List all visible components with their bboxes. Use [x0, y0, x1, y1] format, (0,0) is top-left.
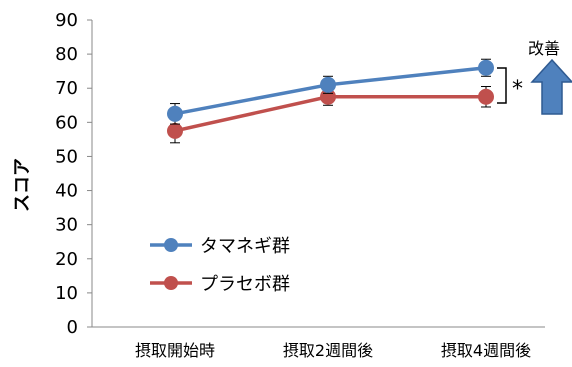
- series-group: [167, 58, 494, 144]
- y-tick-label: 50: [55, 146, 78, 167]
- x-category-labels: 摂取開始時 摂取2週間後 摂取4週間後: [135, 341, 531, 360]
- annotations: * 改善: [497, 39, 572, 115]
- legend-marker: [164, 276, 178, 290]
- y-tick-label: 70: [55, 78, 78, 99]
- data-point: [320, 76, 336, 93]
- significance-bracket: [497, 67, 507, 104]
- y-tick-label: 60: [55, 112, 78, 133]
- x-category-label: 摂取2週間後: [283, 341, 373, 360]
- legend-label: プラセボ群: [200, 274, 290, 295]
- y-tick-label: 20: [55, 249, 78, 270]
- data-point: [478, 88, 494, 105]
- significance-marker: *: [512, 77, 523, 102]
- x-category-label: 摂取開始時: [135, 341, 215, 360]
- y-tick-labels: 0 10 20 30 40 50 60 70 80 90: [55, 10, 78, 338]
- improvement-arrow-icon: [530, 58, 572, 115]
- legend-marker: [164, 238, 178, 252]
- y-tick-label: 40: [55, 181, 78, 202]
- data-point: [478, 59, 494, 76]
- y-tick-label: 10: [55, 283, 78, 304]
- y-tick-label: 80: [55, 44, 78, 65]
- y-tick-label: 30: [55, 215, 78, 236]
- data-point: [167, 105, 183, 122]
- y-tick-label: 0: [67, 317, 78, 338]
- improvement-label: 改善: [528, 39, 560, 58]
- y-tick-label: 90: [55, 10, 78, 31]
- y-axis-label: スコア: [12, 158, 33, 212]
- legend-label: タマネギ群: [200, 236, 290, 257]
- axes: [87, 19, 545, 328]
- x-category-label: 摂取4週間後: [441, 341, 531, 360]
- data-point: [167, 122, 183, 139]
